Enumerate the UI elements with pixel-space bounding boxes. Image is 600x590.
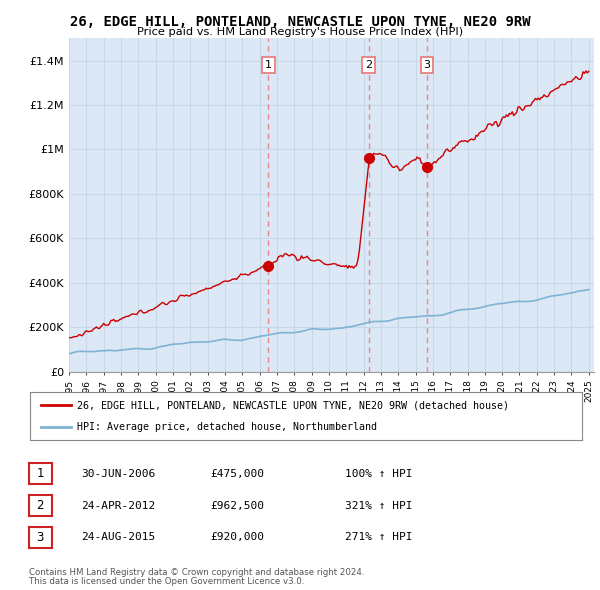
Text: 2: 2 (365, 60, 373, 70)
Text: 1: 1 (265, 60, 272, 70)
Text: 321% ↑ HPI: 321% ↑ HPI (345, 501, 413, 510)
Text: 1: 1 (37, 467, 44, 480)
Text: HPI: Average price, detached house, Northumberland: HPI: Average price, detached house, Nort… (77, 422, 377, 432)
Text: Price paid vs. HM Land Registry's House Price Index (HPI): Price paid vs. HM Land Registry's House … (137, 27, 463, 37)
Text: 30-JUN-2006: 30-JUN-2006 (81, 469, 155, 478)
Text: £920,000: £920,000 (210, 533, 264, 542)
Text: 2: 2 (37, 499, 44, 512)
Text: 271% ↑ HPI: 271% ↑ HPI (345, 533, 413, 542)
Text: £962,500: £962,500 (210, 501, 264, 510)
Text: 3: 3 (37, 531, 44, 544)
Text: 24-AUG-2015: 24-AUG-2015 (81, 533, 155, 542)
Text: Contains HM Land Registry data © Crown copyright and database right 2024.: Contains HM Land Registry data © Crown c… (29, 568, 364, 577)
Text: This data is licensed under the Open Government Licence v3.0.: This data is licensed under the Open Gov… (29, 578, 304, 586)
Text: 26, EDGE HILL, PONTELAND, NEWCASTLE UPON TYNE, NE20 9RW: 26, EDGE HILL, PONTELAND, NEWCASTLE UPON… (70, 15, 530, 30)
Text: £475,000: £475,000 (210, 469, 264, 478)
Text: 100% ↑ HPI: 100% ↑ HPI (345, 469, 413, 478)
Text: 24-APR-2012: 24-APR-2012 (81, 501, 155, 510)
Text: 3: 3 (423, 60, 430, 70)
Text: 26, EDGE HILL, PONTELAND, NEWCASTLE UPON TYNE, NE20 9RW (detached house): 26, EDGE HILL, PONTELAND, NEWCASTLE UPON… (77, 400, 509, 410)
